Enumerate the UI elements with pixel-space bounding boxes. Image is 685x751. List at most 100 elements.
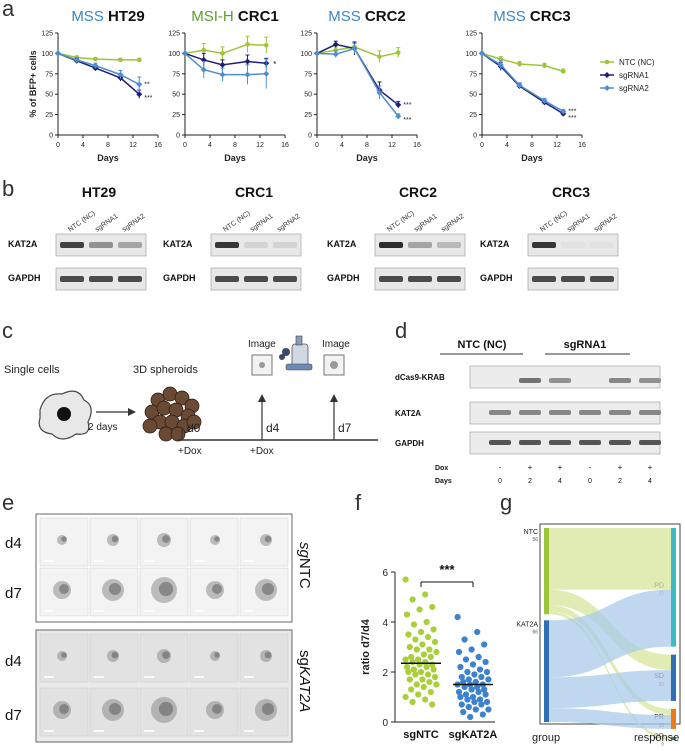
dot (430, 666, 437, 673)
dot (402, 693, 409, 701)
line-chart-crc3: 0 4 8 12 16 0 25 50 75 100 125 Days MSS CRC3 ****** (465, 8, 586, 163)
lane-label: sgRNA2 (276, 213, 301, 234)
spheroid-core (264, 535, 272, 543)
y-tick-label: 0 (382, 718, 388, 729)
x-tick-label: 4 (81, 142, 85, 149)
dot (410, 621, 418, 628)
chart-title-prefix: MSS (71, 8, 108, 25)
target-value: 2 (661, 742, 664, 746)
blot-band (579, 440, 601, 445)
dot (403, 611, 411, 618)
panel-g-sankey: NTC56KAT2A66PD77SD30PR13CR2groupresponse (516, 523, 681, 746)
blot-band (519, 378, 541, 383)
dot (426, 678, 433, 686)
blot-band (437, 276, 461, 282)
panel-label-b: b (2, 176, 15, 201)
dot (427, 688, 434, 696)
dot (417, 668, 425, 676)
x-tick-label: 12 (553, 142, 561, 149)
image-label-1: Image (248, 339, 276, 350)
legend-label: sgRNA1 (619, 71, 649, 80)
dot (471, 671, 478, 678)
dox-value: - (499, 463, 502, 472)
lane-label: NTC (NC) (67, 210, 96, 234)
spheroid-core (261, 582, 275, 596)
x-tick-label: 12 (129, 142, 137, 149)
dot (431, 638, 439, 646)
dot (412, 671, 419, 678)
significance-marker: ** (144, 81, 150, 88)
data-point (395, 113, 402, 120)
dot (419, 641, 426, 648)
sankey-target-node (671, 736, 676, 740)
dot (458, 701, 465, 708)
dot (433, 648, 440, 656)
dot (417, 628, 425, 636)
legend-label: sgRNA2 (619, 84, 649, 93)
y-tick-label: 125 (41, 31, 53, 38)
dot (410, 666, 418, 673)
days-value: 2 (528, 478, 532, 485)
blot-row-label: KAT2A (395, 409, 421, 418)
y-tick-label: 25 (469, 112, 477, 119)
dot (474, 683, 481, 691)
y-tick-label: 125 (168, 31, 180, 38)
days-value: 4 (558, 478, 562, 485)
data-point (245, 42, 250, 47)
spheroid-image (39, 633, 89, 683)
blot-band (532, 242, 556, 248)
significance-marker: *** (403, 102, 411, 109)
data-point (351, 45, 358, 52)
lane-label: NTC (NC) (386, 210, 415, 234)
y-tick-label: 50 (172, 92, 180, 99)
spheroid-cell (142, 418, 158, 434)
dot (464, 696, 471, 703)
significance-marker: *** (568, 108, 576, 115)
sankey-source-node (544, 620, 549, 722)
sankey-flow (549, 670, 671, 709)
dot (475, 688, 482, 696)
blot-row-label: KAT2A (480, 239, 510, 249)
blot-band (437, 242, 461, 248)
dot (424, 633, 432, 641)
blot-row-label: KAT2A (163, 239, 193, 249)
category-label: sgNTC (403, 729, 439, 741)
y-tick-label: 50 (304, 92, 312, 99)
dox-value: - (589, 463, 592, 472)
significance-marker: *** (144, 95, 152, 102)
data-point (200, 66, 207, 73)
x-axis-label: Days (97, 153, 119, 163)
spheroid-core (212, 704, 222, 714)
dot (462, 656, 470, 663)
cell-nucleus (57, 407, 71, 421)
dot (478, 673, 485, 681)
sankey-source-node (544, 528, 549, 615)
chart-title-name: CRC2 (365, 8, 406, 25)
source-value: 56 (532, 537, 538, 543)
dot (455, 688, 463, 696)
lane-label: sgRNA1 (413, 213, 438, 234)
dot (478, 701, 485, 708)
panel-e-spheroid-images: d4 d7 d4 d7 sgNTC sgKAT2A (0, 510, 350, 746)
panel-label-a: a (2, 0, 15, 21)
image-label-2: Image (322, 339, 350, 350)
y-tick-label: 0 (176, 133, 180, 140)
blot-crc2: CRC2 NTC (NC) sgRNA1 sgRNA2 KAT2A GAPDH (323, 180, 473, 310)
dot (476, 666, 484, 673)
legend: NTC (NC) sgRNA1 sgRNA2 (600, 58, 655, 93)
sgntc-side-label: sgNTC (296, 542, 313, 589)
x-tick-label: 8 (365, 142, 369, 149)
chart-title-name: CRC1 (238, 8, 279, 25)
spheroid-core (59, 584, 69, 594)
spheroid-core (61, 536, 67, 542)
x-tick-label: 12 (256, 142, 264, 149)
dot (409, 698, 416, 706)
chart-title: MSI-H CRC1 (191, 8, 279, 25)
data-point (263, 70, 270, 77)
y-tick-label: 4 (382, 618, 388, 629)
dot (409, 658, 416, 666)
chart-title: MSS HT29 (71, 8, 144, 25)
dot (481, 686, 488, 693)
dot (431, 673, 439, 681)
